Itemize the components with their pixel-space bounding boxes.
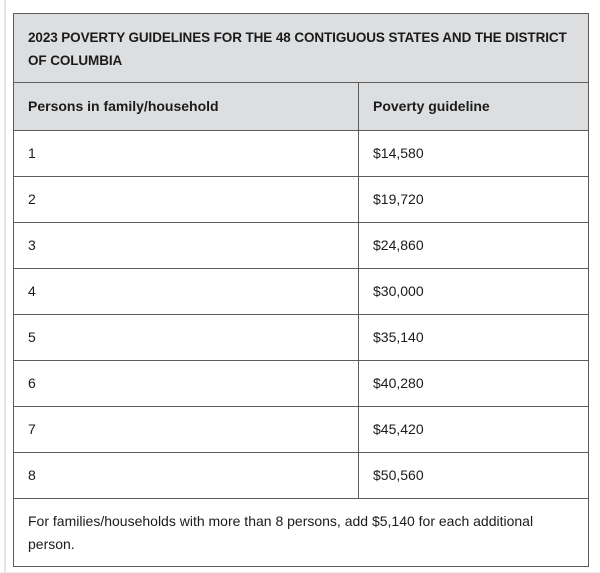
table-row: 1 $14,580: [13, 130, 589, 177]
guideline-cell: $50,560: [358, 452, 589, 499]
column-header-guideline: Poverty guideline: [358, 82, 589, 131]
guideline-cell: $30,000: [358, 268, 589, 315]
table-row: 8 $50,560: [13, 452, 589, 499]
table-footnote: For families/households with more than 8…: [13, 498, 589, 567]
guideline-cell: $40,280: [358, 360, 589, 407]
persons-cell: 4: [13, 268, 359, 315]
poverty-guidelines-table: 2023 POVERTY GUIDELINES FOR THE 48 CONTI…: [13, 13, 589, 567]
guideline-cell: $45,420: [358, 406, 589, 453]
guideline-cell: $14,580: [358, 130, 589, 177]
table-row: 6 $40,280: [13, 360, 589, 407]
table-row: 2 $19,720: [13, 176, 589, 223]
persons-cell: 5: [13, 314, 359, 361]
table-row: 3 $24,860: [13, 222, 589, 269]
persons-cell: 3: [13, 222, 359, 269]
persons-cell: 6: [13, 360, 359, 407]
table-row: 7 $45,420: [13, 406, 589, 453]
persons-cell: 2: [13, 176, 359, 223]
table-title: 2023 POVERTY GUIDELINES FOR THE 48 CONTI…: [13, 13, 589, 83]
table-row: 4 $30,000: [13, 268, 589, 315]
table-header-row: Persons in family/household Poverty guid…: [13, 82, 589, 131]
persons-cell: 8: [13, 452, 359, 499]
table-title-row: 2023 POVERTY GUIDELINES FOR THE 48 CONTI…: [13, 13, 589, 83]
persons-cell: 1: [13, 130, 359, 177]
guideline-cell: $19,720: [358, 176, 589, 223]
table-row: 5 $35,140: [13, 314, 589, 361]
guideline-cell: $35,140: [358, 314, 589, 361]
table-footnote-row: For families/households with more than 8…: [13, 498, 589, 567]
page-edge-line: [4, 0, 6, 573]
guideline-cell: $24,860: [358, 222, 589, 269]
column-header-persons: Persons in family/household: [13, 82, 359, 131]
persons-cell: 7: [13, 406, 359, 453]
